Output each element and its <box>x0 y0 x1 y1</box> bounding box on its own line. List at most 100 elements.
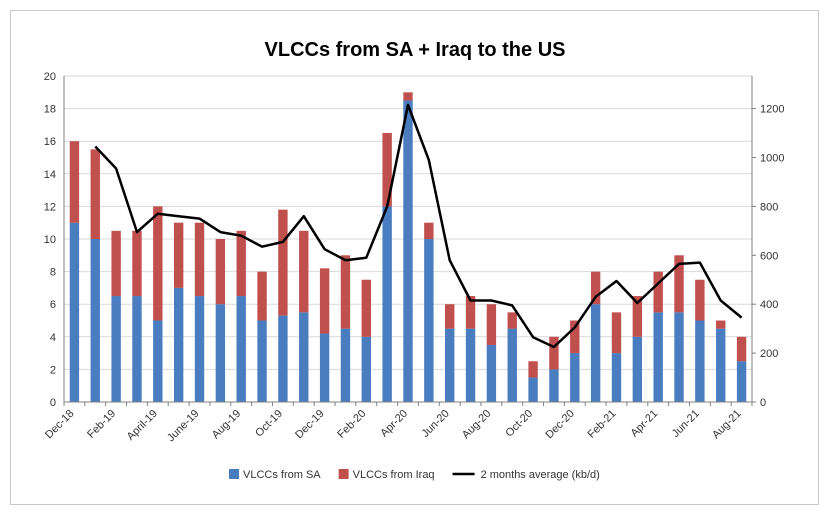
bar-vlccs-from-sa <box>340 328 351 402</box>
bar-vlccs-from-sa <box>632 336 643 402</box>
x-tick-label: Jun-20 <box>420 408 452 440</box>
bar-vlccs-from-iraq <box>695 279 705 321</box>
x-tick-label: Jun-21 <box>670 408 702 440</box>
right-y-tick-label: 600 <box>760 250 778 262</box>
bar-vlccs-from-iraq <box>486 304 497 345</box>
bar-vlccs-from-iraq <box>528 361 538 378</box>
bar-vlccs-from-sa <box>653 312 663 402</box>
bar-vlccs-from-sa <box>111 296 121 402</box>
bar-vlccs-from-sa <box>382 206 392 402</box>
x-tick-label: Dec-20 <box>543 408 577 442</box>
bar-vlccs-from-iraq <box>319 268 330 334</box>
right-y-tick-label: 1200 <box>760 104 784 116</box>
bar-vlccs-from-iraq <box>90 149 100 239</box>
bar-vlccs-from-sa <box>278 315 288 402</box>
bar-vlccs-from-iraq <box>278 209 288 316</box>
left-y-tick-label: 8 <box>50 267 56 279</box>
left-y-tick-label: 6 <box>50 299 56 311</box>
bar-vlccs-from-iraq <box>653 271 663 313</box>
chart-frame: VLCCs from SA + Iraq to the US 0 2 4 6 8 10 12… <box>10 10 819 505</box>
bar-vlccs-from-iraq <box>299 230 309 313</box>
bar-vlccs-from-iraq <box>215 239 226 305</box>
legend-label: 2 months average (kb/d) <box>481 469 600 481</box>
x-tick-label: Dec-18 <box>43 408 77 442</box>
right-y-axis-ticks: 0 200 400 600 800 1000 1200 <box>752 104 784 409</box>
bar-vlccs-from-iraq <box>632 296 643 337</box>
x-tick-label: Aug-19 <box>210 408 244 442</box>
x-axis-ticks: Dec-18 Feb-19 April-19 June-19 Aug-19 Oct-19 D… <box>43 402 753 445</box>
bar-vlccs-from-iraq <box>361 279 371 337</box>
x-tick-label: Dec-19 <box>293 408 327 442</box>
bar-vlccs-from-sa <box>590 304 601 402</box>
legend-label: VLCCs from Iraq <box>353 469 435 481</box>
bar-vlccs-from-sa <box>236 296 246 402</box>
bar-vlccs-from-iraq <box>257 271 267 321</box>
bar-vlccs-from-sa <box>69 222 80 402</box>
bar-vlccs-from-iraq <box>445 304 455 329</box>
left-y-axis-ticks: 0 2 4 6 8 10 12 14 16 18 20 <box>44 71 56 409</box>
bar-vlccs-from-iraq <box>69 141 80 223</box>
bar-vlccs-from-iraq <box>153 206 163 321</box>
left-y-tick-label: 4 <box>50 332 56 344</box>
x-tick-label: Aug-21 <box>710 408 744 442</box>
bar-vlccs-from-iraq <box>340 255 351 329</box>
chart-svg: VLCCs from SA + Iraq to the US 0 2 4 6 8 10 12… <box>43 39 785 481</box>
x-tick-label: Apr-20 <box>378 408 410 440</box>
bar-vlccs-from-sa <box>361 336 371 402</box>
bar-vlccs-from-iraq <box>736 336 747 362</box>
legend-swatch-sa <box>229 469 239 479</box>
bar-vlccs-from-sa <box>570 353 580 402</box>
bar-vlccs-from-sa <box>257 320 267 402</box>
x-tick-label: Apr-21 <box>628 408 660 440</box>
bar-vlccs-from-iraq <box>674 255 684 313</box>
x-tick-label: Oct-19 <box>253 408 285 440</box>
left-y-tick-label: 20 <box>44 71 56 83</box>
bar-vlccs-from-sa <box>173 287 184 402</box>
left-y-tick-label: 16 <box>44 136 56 148</box>
bar-vlccs-from-sa <box>611 353 622 402</box>
bar-vlccs-from-sa <box>319 333 330 402</box>
bar-vlccs-from-iraq <box>424 222 434 239</box>
bars <box>69 92 747 402</box>
left-y-tick-label: 14 <box>44 169 56 181</box>
x-tick-label: Feb-21 <box>585 408 618 441</box>
bar-vlccs-from-sa <box>194 296 205 402</box>
right-y-tick-label: 200 <box>760 348 778 360</box>
axes <box>63 76 753 403</box>
bar-vlccs-from-sa <box>674 312 684 402</box>
bar-vlccs-from-sa <box>736 361 747 402</box>
bar-vlccs-from-sa <box>132 296 142 402</box>
right-y-tick-label: 800 <box>760 201 778 213</box>
bar-vlccs-from-sa <box>549 369 559 402</box>
bar-vlccs-from-sa <box>486 344 497 402</box>
bar-vlccs-from-iraq <box>111 230 121 297</box>
bar-vlccs-from-iraq <box>611 312 622 354</box>
x-tick-label: Aug-20 <box>460 408 494 442</box>
bar-vlccs-from-sa <box>215 304 226 402</box>
bar-vlccs-from-iraq <box>570 320 580 354</box>
bar-vlccs-from-iraq <box>507 312 517 329</box>
bar-vlccs-from-iraq <box>194 222 205 297</box>
bar-vlccs-from-sa <box>465 328 476 402</box>
legend-swatch-iraq <box>338 469 349 479</box>
bar-vlccs-from-sa <box>507 328 517 402</box>
bar-vlccs-from-sa <box>716 328 726 402</box>
left-y-tick-label: 10 <box>44 234 56 246</box>
x-tick-label: Feb-19 <box>85 408 118 441</box>
bar-vlccs-from-iraq <box>382 133 392 207</box>
bar-vlccs-from-iraq <box>716 320 726 329</box>
right-y-tick-label: 1000 <box>760 152 784 164</box>
bar-vlccs-from-iraq <box>403 92 413 101</box>
x-tick-label: June-19 <box>165 408 202 445</box>
bar-vlccs-from-sa <box>424 239 434 402</box>
bar-vlccs-from-iraq <box>132 230 142 297</box>
x-tick-label: April-19 <box>125 408 160 443</box>
bar-vlccs-from-sa <box>528 377 538 402</box>
bar-vlccs-from-sa <box>90 239 100 402</box>
legend: VLCCs from SA VLCCs from Iraq 2 months ave… <box>229 469 600 481</box>
bar-vlccs-from-sa <box>403 100 413 402</box>
bar-vlccs-from-sa <box>153 320 163 402</box>
left-y-tick-label: 0 <box>50 397 56 409</box>
right-y-tick-label: 0 <box>760 397 766 409</box>
x-tick-label: Feb-20 <box>335 408 368 441</box>
